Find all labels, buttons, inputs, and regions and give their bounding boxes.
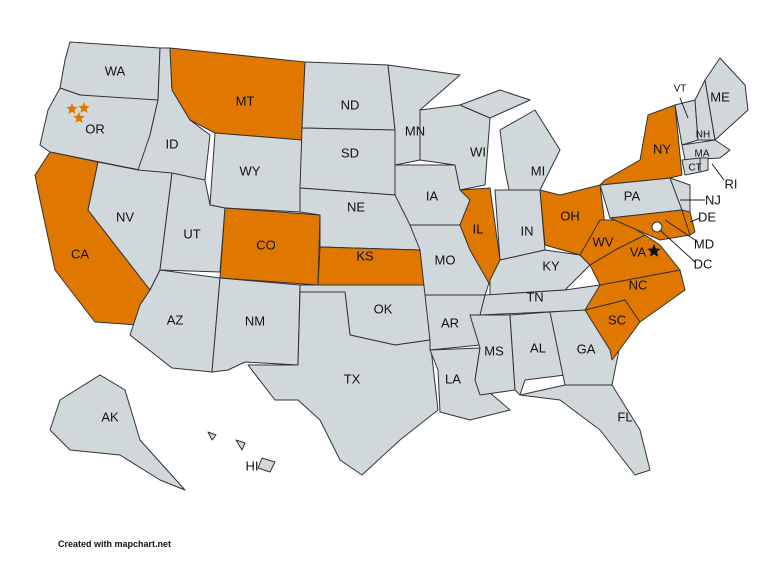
- state-sd[interactable]: [299, 127, 396, 196]
- state-ny[interactable]: [599, 104, 683, 186]
- label-nc: NC: [629, 277, 648, 292]
- state-nd[interactable]: [301, 61, 396, 131]
- state-ma[interactable]: [681, 139, 731, 161]
- state-hi[interactable]: [207, 431, 217, 441]
- label-co: CO: [256, 237, 276, 252]
- state-de[interactable]: [681, 209, 696, 236]
- label-oh: OH: [560, 208, 580, 223]
- label-mi: MI: [531, 163, 545, 178]
- label-az: AZ: [167, 312, 184, 327]
- state-hi[interactable]: [235, 439, 246, 451]
- state-mi[interactable]: [499, 109, 561, 196]
- label-nd: ND: [341, 97, 360, 112]
- label-nm: NM: [245, 313, 265, 328]
- label-id: ID: [166, 136, 179, 151]
- label-de: DE: [698, 209, 716, 224]
- label-ma: MA: [695, 149, 710, 160]
- label-me: ME: [710, 89, 730, 104]
- label-ne: NE: [347, 199, 365, 214]
- label-ak: AK: [101, 409, 119, 424]
- label-mn: MN: [405, 123, 425, 138]
- state-ak[interactable]: [49, 374, 186, 491]
- label-ga: GA: [577, 341, 596, 356]
- label-mt: MT: [236, 93, 255, 108]
- label-ri: RI: [725, 176, 738, 191]
- state-wy[interactable]: [209, 132, 303, 213]
- label-nv: NV: [116, 209, 134, 224]
- label-pa: PA: [624, 188, 641, 203]
- star-icon: [78, 102, 90, 113]
- star-icon: [647, 244, 661, 257]
- state-me[interactable]: [704, 57, 749, 141]
- label-tx: TX: [344, 371, 361, 386]
- state-ri[interactable]: [699, 157, 709, 173]
- label-ms: MS: [484, 343, 504, 358]
- label-va: VA: [630, 244, 647, 259]
- label-ct: CT: [688, 163, 701, 174]
- label-il: IL: [473, 221, 484, 236]
- credit-text: Created with mapchart.net: [58, 539, 172, 549]
- label-wv: WV: [593, 234, 614, 249]
- label-hi: HI: [246, 458, 259, 473]
- label-fl: FL: [617, 409, 632, 424]
- label-wa: WA: [105, 63, 126, 78]
- label-ia: IA: [426, 188, 439, 203]
- label-al: AL: [530, 340, 546, 355]
- label-in: IN: [521, 223, 534, 238]
- label-ut: UT: [183, 226, 200, 241]
- star-icon: [66, 103, 78, 114]
- state-il[interactable]: [459, 187, 501, 286]
- label-sc: SC: [608, 312, 626, 327]
- star-icon: [73, 112, 85, 123]
- label-ny: NY: [653, 141, 671, 156]
- label-sd: SD: [341, 145, 359, 160]
- label-wi: WI: [470, 144, 486, 159]
- label-mo: MO: [435, 252, 456, 267]
- label-wy: WY: [240, 163, 261, 178]
- label-nj: NJ: [705, 192, 721, 207]
- label-la: LA: [445, 371, 461, 386]
- label-ok: OK: [374, 301, 393, 316]
- label-ca: CA: [71, 246, 89, 261]
- label-dc: DC: [694, 256, 713, 271]
- state-wv[interactable]: [579, 219, 646, 266]
- label-ky: KY: [542, 258, 560, 273]
- label-nh: NH: [696, 130, 710, 141]
- label-vt: VT: [674, 84, 687, 95]
- state-fl[interactable]: [519, 384, 651, 476]
- label-ar: AR: [441, 315, 459, 330]
- dc-marker[interactable]: [651, 221, 663, 233]
- label-md: MD: [694, 236, 714, 251]
- state-tx[interactable]: [247, 291, 439, 476]
- label-tn: TN: [526, 289, 543, 304]
- state-hi[interactable]: [257, 457, 276, 473]
- label-or: OR: [85, 121, 105, 136]
- label-ks: KS: [356, 248, 374, 263]
- state-mi[interactable]: [459, 89, 531, 119]
